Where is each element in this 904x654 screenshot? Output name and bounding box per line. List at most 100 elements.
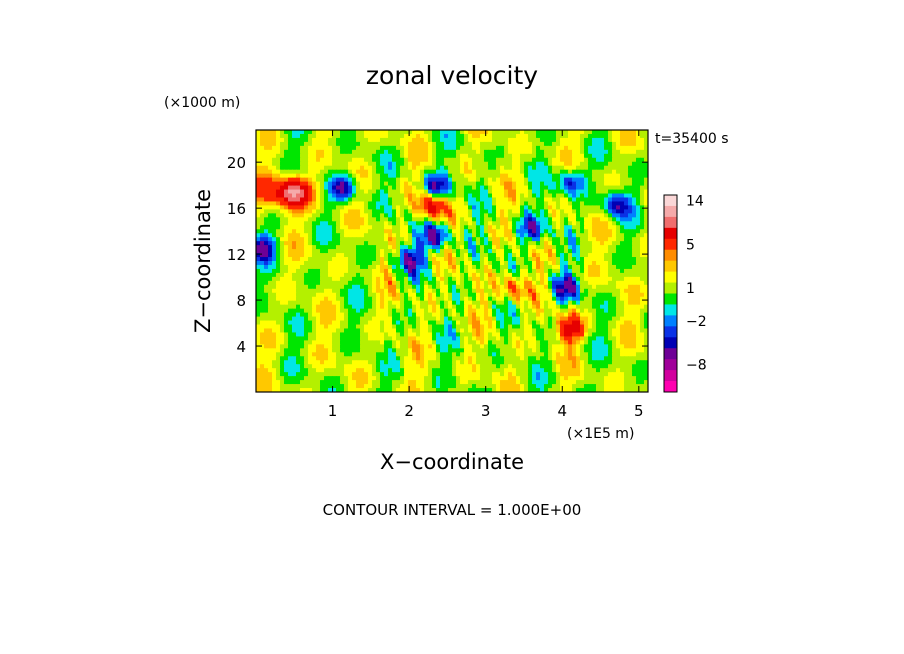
field-cell [328,165,333,171]
field-cell [592,237,597,242]
field-cell [592,181,597,187]
field-cell [592,130,597,135]
field-cell [520,253,525,258]
field-cell [260,205,265,210]
field-cell [612,233,617,238]
field-cell [580,237,585,242]
field-cell [376,300,381,306]
field-cell [596,237,601,242]
field-cell [512,241,517,246]
field-cell [588,153,593,159]
field-cell [516,181,521,187]
field-cell [448,292,453,298]
field-cell [524,284,529,290]
field-cell [312,320,317,326]
field-cell [284,201,289,207]
field-cell [644,312,648,318]
field-cell [468,257,473,262]
field-cell [328,308,333,314]
field-cell [572,229,577,234]
field-cell [340,268,345,274]
field-cell [524,185,529,191]
field-cell [508,300,513,306]
field-cell [368,145,373,151]
field-cell [608,272,613,278]
field-cell [292,221,297,226]
field-cell [596,177,601,183]
field-cell [412,133,417,139]
field-cell [256,300,261,306]
field-cell [360,181,365,187]
field-cell [348,249,353,254]
field-cell [448,324,453,330]
field-cell [448,241,453,246]
field-cell [356,149,361,155]
field-cell [340,213,345,218]
field-cell [256,141,261,147]
field-cell [288,276,293,282]
field-cell [556,328,561,334]
field-cell [640,189,645,195]
field-cell [624,276,629,282]
field-cell [312,157,317,163]
field-cell [568,225,573,230]
field-cell [496,320,501,326]
field-cell [624,221,629,226]
field-cell [492,141,497,147]
field-cell [376,245,381,250]
field-cell [496,161,501,167]
field-cell [640,288,645,294]
field-cell [572,225,577,230]
field-cell [476,304,481,310]
field-cell [300,272,305,278]
field-cell [504,197,509,203]
field-cell [488,237,493,242]
field-cell [344,225,349,230]
field-cell [416,165,421,171]
field-cell [328,177,333,183]
field-cell [592,225,597,230]
field-cell [532,312,537,318]
field-cell [272,233,277,238]
field-cell [340,153,345,159]
field-cell [336,193,341,199]
field-cell [320,221,325,226]
field-cell [480,221,485,226]
field-cell [320,300,325,306]
field-cell [304,169,309,175]
field-cell [276,280,281,286]
field-cell [508,173,513,179]
field-cell [532,233,537,238]
field-cell [532,324,537,330]
field-cell [532,165,537,171]
field-cell [312,213,317,218]
field-cell [332,141,337,147]
field-cell [320,233,325,238]
field-cell [496,280,501,286]
field-cell [348,149,353,155]
field-cell [468,245,473,250]
field-cell [472,221,477,226]
field-cell [632,304,637,310]
field-cell [324,217,329,222]
field-cell [536,153,541,159]
field-cell [404,308,409,314]
field-cell [468,205,473,210]
field-cell [376,308,381,314]
field-cell [552,300,557,306]
field-cell [600,217,605,222]
field-cell [580,316,585,322]
field-cell [644,280,648,286]
field-cell [580,264,585,270]
field-cell [560,328,565,334]
field-cell [376,189,381,195]
field-cell [332,320,337,326]
field-cell [620,225,625,230]
field-cell [456,316,461,322]
field-cell [436,276,441,282]
field-cell [556,276,561,282]
field-cell [408,253,413,258]
field-cell [316,237,321,242]
field-cell [356,193,361,199]
field-cell [348,253,353,258]
